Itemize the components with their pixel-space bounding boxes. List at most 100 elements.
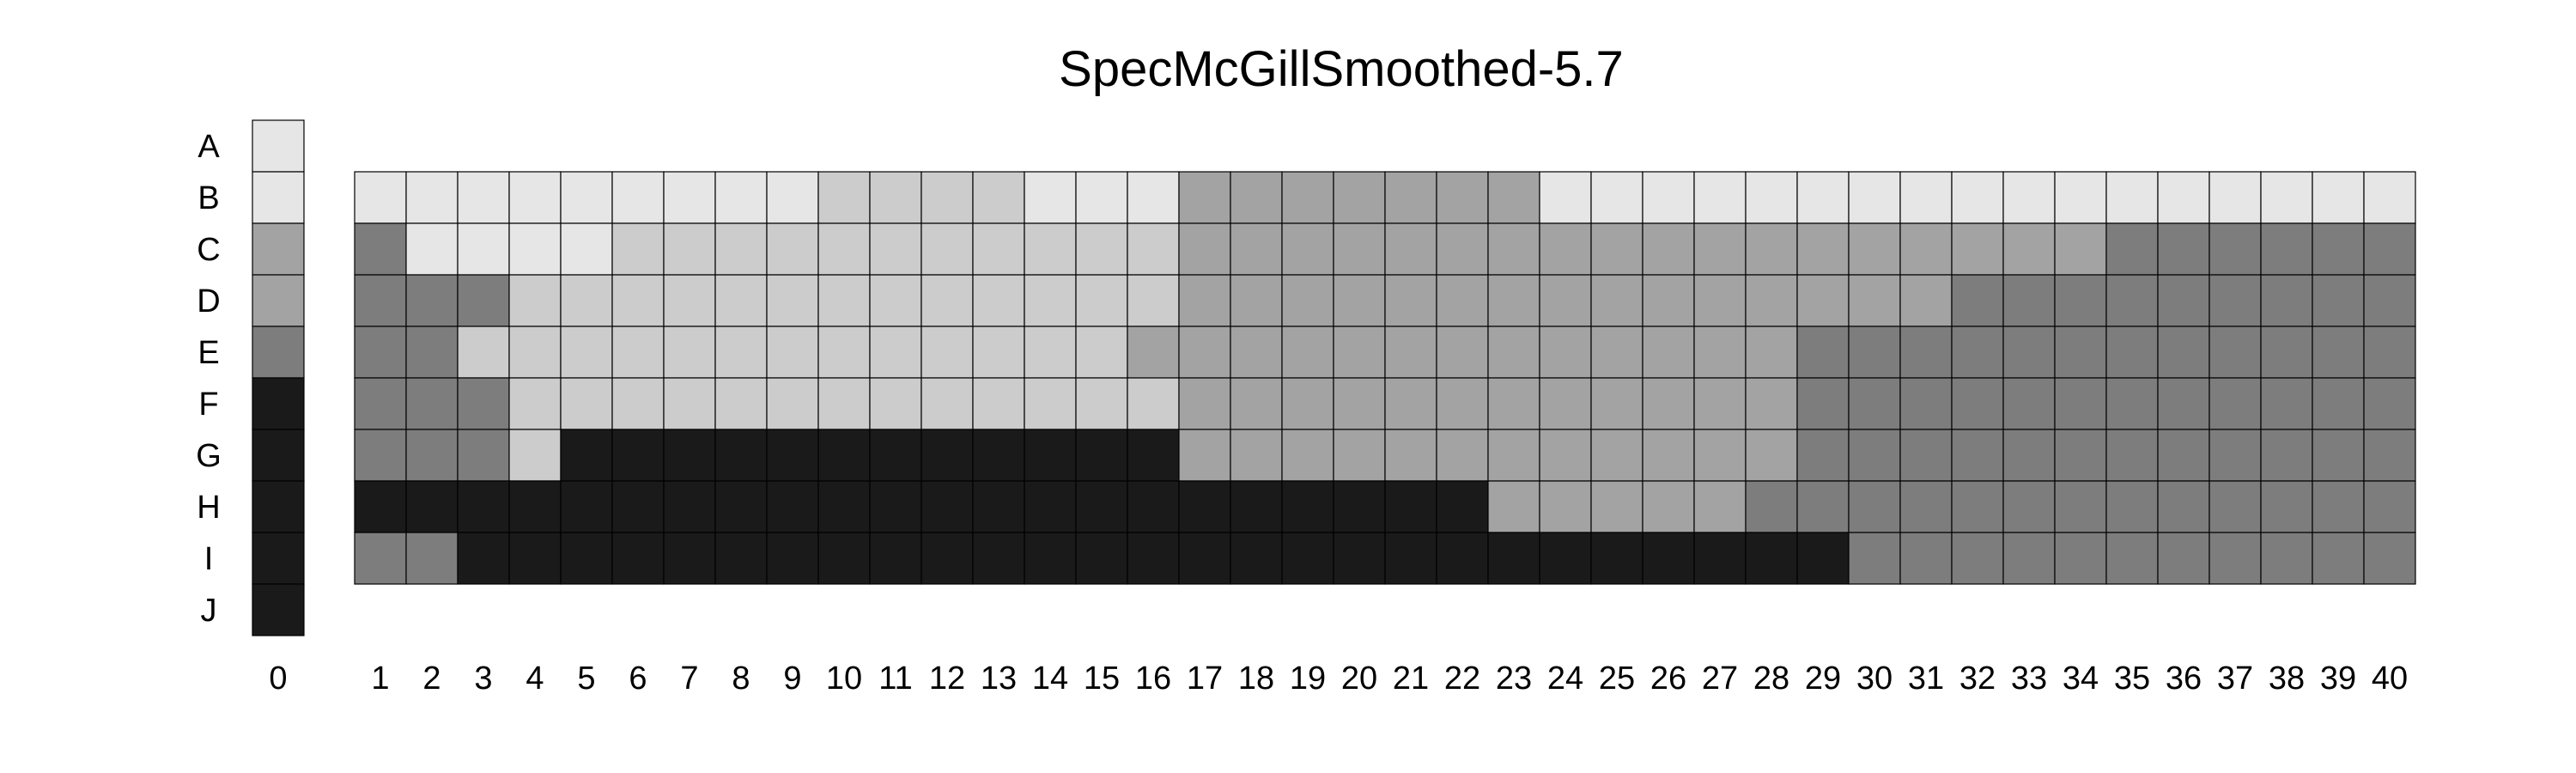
cell-I-39 — [2312, 532, 2365, 585]
cell-E-20 — [1333, 326, 1386, 379]
cell-C-24 — [1539, 222, 1592, 276]
cell-C-38 — [2260, 222, 2313, 276]
cell-E-37 — [2208, 326, 2262, 379]
cell-E-13 — [972, 326, 1025, 379]
cell-I-14 — [1024, 532, 1077, 585]
row-label-D: D — [197, 283, 220, 320]
cell-C-25 — [1590, 222, 1643, 276]
cell-D-26 — [1642, 274, 1695, 327]
cell-B-12 — [920, 171, 974, 224]
cell-G-17 — [1178, 429, 1231, 482]
cell-H-34 — [2054, 480, 2107, 533]
cell-F-32 — [1951, 377, 2004, 430]
cell-D-13 — [972, 274, 1025, 327]
cell-H-10 — [817, 480, 871, 533]
cell-F-10 — [817, 377, 871, 430]
cell-B-4 — [508, 171, 562, 224]
cell-F-8 — [714, 377, 768, 430]
cell-H-1 — [354, 480, 407, 533]
cell-D-38 — [2260, 274, 2313, 327]
cell-C-19 — [1281, 222, 1334, 276]
cell-C-8 — [714, 222, 768, 276]
cell-G-26 — [1642, 429, 1695, 482]
cell-F-1 — [354, 377, 407, 430]
cell-C-40 — [2363, 222, 2416, 276]
cell-G-2 — [405, 429, 459, 482]
cell-C-36 — [2157, 222, 2210, 276]
cell-C-11 — [869, 222, 922, 276]
cell-D-18 — [1230, 274, 1283, 327]
cell-G-30 — [1848, 429, 1901, 482]
column-label-1: 1 — [371, 660, 389, 697]
row-label-H: H — [197, 490, 220, 526]
cell-F-28 — [1745, 377, 1798, 430]
cell-E-27 — [1693, 326, 1747, 379]
cell-G-10 — [817, 429, 871, 482]
cell-F-38 — [2260, 377, 2313, 430]
cell-B-29 — [1796, 171, 1850, 224]
cell-H-32 — [1951, 480, 2004, 533]
column-label-9: 9 — [783, 660, 801, 697]
cell-H-31 — [1899, 480, 1953, 533]
cell-H-35 — [2105, 480, 2159, 533]
cell-H-9 — [766, 480, 819, 533]
cell-I-10 — [817, 532, 871, 585]
legend-cell-F — [252, 377, 305, 430]
cell-E-9 — [766, 326, 819, 379]
cell-F-25 — [1590, 377, 1643, 430]
cell-B-17 — [1178, 171, 1231, 224]
cell-H-23 — [1487, 480, 1540, 533]
cell-D-21 — [1384, 274, 1437, 327]
legend-cell-J — [252, 583, 305, 636]
cell-D-19 — [1281, 274, 1334, 327]
cell-F-34 — [2054, 377, 2107, 430]
cell-I-29 — [1796, 532, 1850, 585]
cell-B-21 — [1384, 171, 1437, 224]
cell-H-27 — [1693, 480, 1747, 533]
cell-F-30 — [1848, 377, 1901, 430]
cell-F-39 — [2312, 377, 2365, 430]
cell-G-5 — [560, 429, 613, 482]
cell-E-32 — [1951, 326, 2004, 379]
cell-I-15 — [1075, 532, 1128, 585]
column-label-0: 0 — [269, 660, 287, 697]
cell-B-33 — [2002, 171, 2056, 224]
cell-G-13 — [972, 429, 1025, 482]
legend-cell-E — [252, 326, 305, 379]
cell-G-22 — [1436, 429, 1489, 482]
cell-B-6 — [611, 171, 665, 224]
cell-D-35 — [2105, 274, 2159, 327]
cell-C-9 — [766, 222, 819, 276]
cell-C-28 — [1745, 222, 1798, 276]
cell-D-12 — [920, 274, 974, 327]
cell-E-7 — [663, 326, 716, 379]
cell-G-6 — [611, 429, 665, 482]
cell-E-11 — [869, 326, 922, 379]
cell-C-21 — [1384, 222, 1437, 276]
cell-H-28 — [1745, 480, 1798, 533]
cell-F-4 — [508, 377, 562, 430]
column-label-21: 21 — [1393, 660, 1429, 697]
cell-H-12 — [920, 480, 974, 533]
cell-C-17 — [1178, 222, 1231, 276]
cell-D-11 — [869, 274, 922, 327]
cell-E-2 — [405, 326, 459, 379]
cell-E-31 — [1899, 326, 1953, 379]
cell-G-37 — [2208, 429, 2262, 482]
cell-H-15 — [1075, 480, 1128, 533]
cell-B-2 — [405, 171, 459, 224]
cell-E-34 — [2054, 326, 2107, 379]
cell-F-17 — [1178, 377, 1231, 430]
cell-E-19 — [1281, 326, 1334, 379]
cell-G-3 — [457, 429, 510, 482]
cell-B-8 — [714, 171, 768, 224]
cell-G-29 — [1796, 429, 1850, 482]
cell-F-31 — [1899, 377, 1953, 430]
cell-H-29 — [1796, 480, 1850, 533]
cell-I-19 — [1281, 532, 1334, 585]
cell-H-11 — [869, 480, 922, 533]
cell-H-6 — [611, 480, 665, 533]
column-label-36: 36 — [2166, 660, 2202, 697]
cell-G-32 — [1951, 429, 2004, 482]
cell-I-36 — [2157, 532, 2210, 585]
